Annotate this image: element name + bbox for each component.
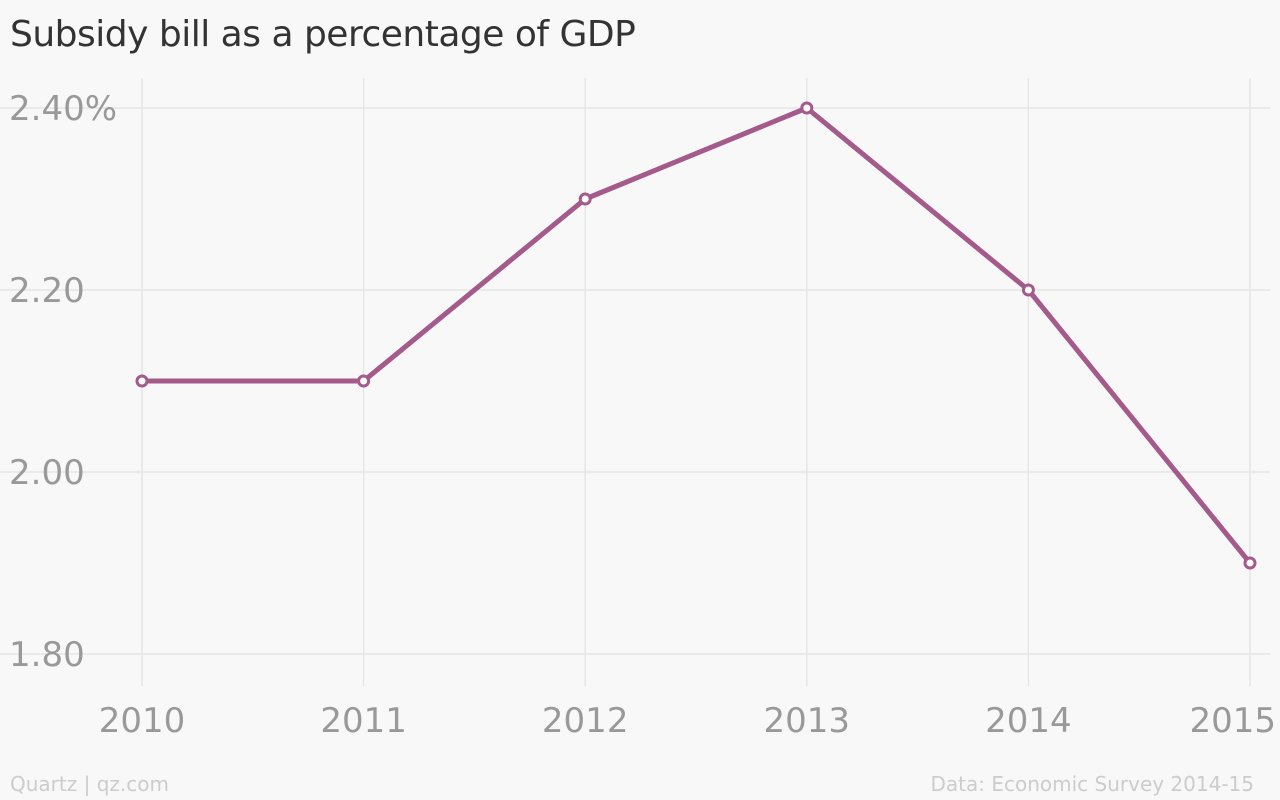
x-tick-label: 2010	[99, 701, 186, 741]
series-group	[135, 101, 1257, 570]
data-point-marker	[1243, 556, 1257, 570]
x-tick-label: 2013	[764, 701, 851, 741]
data-point-marker	[800, 101, 814, 115]
footer-data-source: Data: Economic Survey 2014-15	[930, 772, 1254, 796]
gridlines	[0, 78, 1270, 686]
x-tick-label: 2011	[320, 701, 407, 741]
x-tick-label: 2015	[1189, 701, 1276, 741]
data-point-marker	[1021, 283, 1035, 297]
y-tick-label: 2.40%	[9, 89, 117, 129]
y-tick-label: 1.80	[9, 635, 85, 675]
footer-publisher: Quartz | qz.com	[10, 772, 169, 796]
series-line	[139, 105, 1253, 566]
x-tick-label: 2012	[542, 701, 629, 741]
data-point-marker	[578, 192, 592, 206]
data-point-marker	[135, 374, 149, 388]
chart-title: Subsidy bill as a percentage of GDP	[10, 14, 636, 55]
y-axis-ticks: 2.40% 2.20 2.00 1.80	[9, 89, 117, 675]
x-axis-ticks: 2010 2011 2012 2013 2014 2015	[99, 701, 1276, 741]
data-point-marker	[357, 374, 371, 388]
x-tick-label: 2014	[985, 701, 1072, 741]
y-tick-label: 2.20	[9, 271, 85, 311]
y-tick-label: 2.00	[9, 453, 85, 493]
